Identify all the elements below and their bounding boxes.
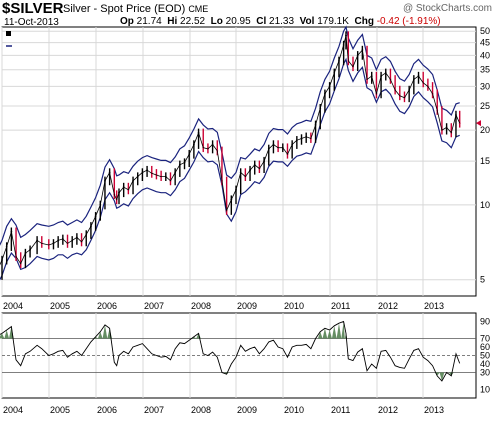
x-tick-label: 2011	[331, 301, 350, 311]
rsi-x-tick-label: 2013	[424, 405, 444, 415]
rsi-overbought-fill	[327, 330, 332, 339]
volume-label: Vol	[299, 16, 315, 27]
price-y-tick-label: 50	[480, 26, 490, 36]
change-value: -0.42 (-1.91%)	[376, 16, 441, 27]
rsi-overbought-fill	[0, 333, 5, 339]
envelope-lower-line	[0, 57, 460, 281]
price-y-tick-label: 10	[480, 200, 490, 210]
volume-value: 179.1K	[317, 16, 349, 27]
rsi-y-tick-label: 60	[480, 342, 490, 352]
rsi-overbought-fill	[336, 323, 342, 339]
rsi-x-tick-label: 2005	[50, 405, 70, 415]
rsi-y-tick-label: 90	[480, 317, 490, 327]
rsi-x-tick-label: 2004	[3, 405, 23, 415]
rsi-x-tick-label: 2006	[97, 405, 117, 415]
rsi-x-tick-label: 2012	[378, 405, 398, 415]
rsi-overbought-fill	[331, 325, 337, 339]
rsi-overbought-fill	[102, 324, 108, 339]
price-y-tick-label: 45	[480, 38, 490, 48]
open-value: 21.74	[136, 16, 162, 27]
price-y-tick-label: 25	[480, 101, 490, 111]
low-label: Lo	[210, 16, 223, 27]
ohlc-readout: Op 21.74 Hi 22.52 Lo 20.95 Cl 21.33 Vol …	[120, 16, 441, 27]
x-tick-label: 2012	[378, 301, 398, 311]
rsi-overbought-fill	[97, 331, 103, 339]
rsi-oversold-fill	[439, 372, 445, 381]
x-tick-label: 2013	[424, 301, 444, 311]
rsi-y-tick-label: 70	[480, 334, 490, 344]
legend-swatch-price	[6, 31, 11, 36]
change-label: Chg	[354, 16, 374, 27]
x-tick-label: 2004	[3, 301, 23, 311]
rsi-overbought-fill	[317, 331, 323, 339]
open-label: Op	[120, 16, 134, 27]
rsi-y-tick-label: 40	[480, 359, 490, 369]
close-value: 21.33	[269, 16, 295, 27]
quote-date: 11-Oct-2013	[4, 17, 59, 28]
x-tick-label: 2008	[191, 301, 211, 311]
price-legend	[6, 31, 12, 47]
x-tick-label: 2007	[144, 301, 164, 311]
price-y-tick-label: 30	[480, 81, 490, 91]
x-tick-label: 2005	[50, 301, 70, 311]
last-price-marker	[476, 120, 481, 127]
high-value: 22.52	[180, 16, 206, 27]
x-tick-label: 2006	[97, 301, 117, 311]
rsi-overbought-fill	[4, 330, 10, 339]
rsi-x-tick-label: 2007	[144, 405, 164, 415]
exchange-label: CME	[188, 4, 209, 14]
close-label: Cl	[256, 16, 267, 27]
envelope-upper-line	[0, 25, 460, 246]
rsi-x-tick-label: 2011	[331, 405, 350, 415]
rsi-x-tick-label: 2008	[191, 405, 211, 415]
price-y-tick-label: 40	[480, 50, 490, 60]
description-text: Silver - Spot Price (EOD)	[63, 3, 186, 15]
x-tick-label: 2010	[284, 301, 304, 311]
rsi-overbought-fill	[322, 328, 328, 339]
rsi-x-tick-label: 2009	[237, 405, 257, 415]
rsi-y-tick-label: 10	[480, 385, 490, 395]
symbol-description: Silver - Spot Price (EOD) CME	[63, 3, 208, 15]
rsi-x-tick-label: 2010	[284, 405, 304, 415]
rsi-line	[0, 320, 461, 382]
rsi-y-tick-label: 30	[480, 368, 490, 378]
rsi-overbought-fill	[341, 321, 345, 339]
stockcharts-logo[interactable]: @ StockCharts.com	[402, 3, 492, 14]
price-line	[0, 35, 461, 266]
price-y-tick-label: 35	[480, 65, 490, 75]
symbol-title: $SILVER	[2, 0, 64, 17]
rsi-y-tick-label: 50	[480, 351, 490, 361]
high-label: Hi	[167, 16, 178, 27]
price-y-tick-label: 20	[480, 125, 490, 135]
x-tick-label: 2009	[237, 301, 257, 311]
price-y-tick-label: 5	[480, 275, 485, 285]
low-value: 20.95	[225, 16, 251, 27]
price-y-tick-label: 15	[480, 156, 490, 166]
